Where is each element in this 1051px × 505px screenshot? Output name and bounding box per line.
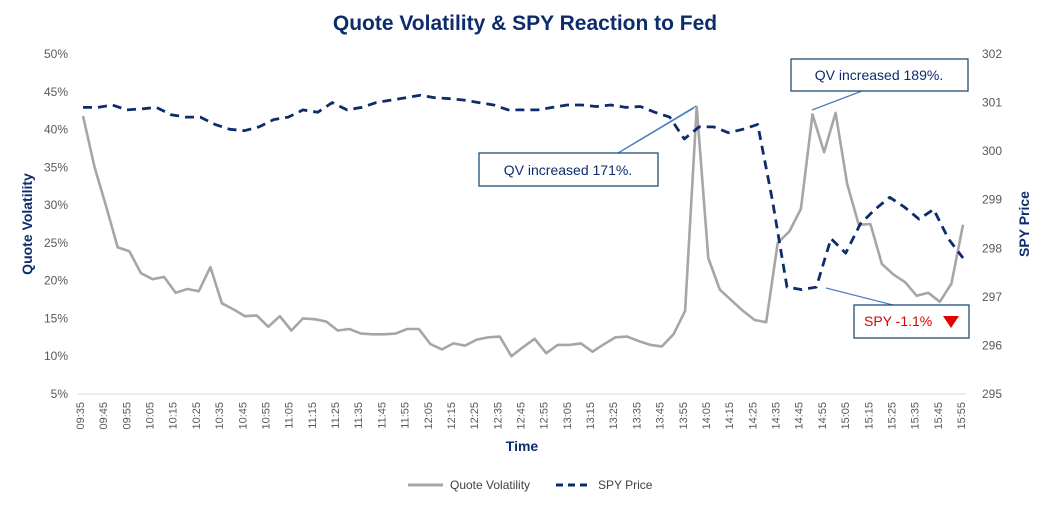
callout-spy-text: SPY -1.1% xyxy=(864,313,932,329)
x-tick-label: 11:35 xyxy=(353,402,365,429)
callout-qv-189-text: QV increased 189%. xyxy=(815,67,943,83)
series-layer xyxy=(81,93,965,358)
x-tick-label: 10:05 xyxy=(145,402,157,430)
x-tick-label: 14:45 xyxy=(794,402,806,430)
y-right-tick-label: 295 xyxy=(982,387,1002,401)
y-right-tick-label: 301 xyxy=(982,96,1002,110)
callout-spy: SPY -1.1% xyxy=(825,287,970,339)
x-tick-label: 11:05 xyxy=(284,402,296,429)
x-tick-label: 14:05 xyxy=(701,402,713,430)
y-right-tick-label: 296 xyxy=(982,338,1002,352)
series-line-quote-volatility xyxy=(81,105,965,358)
x-tick-label: 13:45 xyxy=(655,402,667,430)
y-right-tick-label: 297 xyxy=(982,290,1002,304)
x-tick-label: 15:35 xyxy=(910,402,922,430)
y-left-tick-label: 10% xyxy=(44,349,68,363)
x-tick-label: 14:15 xyxy=(724,402,736,430)
x-tick-label: 09:35 xyxy=(75,402,87,430)
x-tick-label: 15:15 xyxy=(863,402,875,430)
x-tick-label: 14:55 xyxy=(817,402,829,430)
y-right-tick-label: 302 xyxy=(982,47,1002,61)
y-left-tick-label: 50% xyxy=(44,47,68,61)
y-left-tick-label: 15% xyxy=(44,311,68,325)
x-tick-label: 13:25 xyxy=(608,402,620,430)
x-tick-label: 13:55 xyxy=(678,402,690,430)
y-axis-right-title: SPY Price xyxy=(1016,191,1032,257)
y-left-tick-label: 30% xyxy=(44,198,68,212)
callout-qv-171-box xyxy=(478,152,659,187)
x-tick-label: 11:55 xyxy=(400,402,412,429)
y-left-tick-label: 45% xyxy=(44,85,68,99)
callout-qv-189-box xyxy=(790,58,969,92)
y-right-tick-label: 300 xyxy=(982,144,1002,158)
chart-title: Quote Volatility & SPY Reaction to Fed xyxy=(333,12,717,35)
x-tick-label: 11:45 xyxy=(376,402,388,429)
x-tick-label: 10:35 xyxy=(214,402,226,430)
callout-qv-171-text: QV increased 171%. xyxy=(504,162,632,178)
x-axis-title: Time xyxy=(506,438,539,454)
y-axis-left-title: Quote Volatility xyxy=(19,173,35,275)
series-line-spy-price xyxy=(83,93,965,291)
x-tick-label: 10:55 xyxy=(260,402,272,430)
callout-qv-171: QV increased 171%. xyxy=(478,105,697,187)
x-tick-label: 12:35 xyxy=(492,402,504,430)
x-tick-label: 13:05 xyxy=(562,402,574,430)
y-left-tick-label: 35% xyxy=(44,160,68,174)
x-tick-label: 14:25 xyxy=(747,402,759,430)
x-tick-label: 15:55 xyxy=(956,402,968,430)
y-right-tick-label: 298 xyxy=(982,241,1002,255)
x-tick-label: 10:15 xyxy=(168,402,180,430)
x-tick-label: 13:35 xyxy=(631,402,643,430)
x-axis-ticks: 09:35 09:45 09:55 10:05 10:15 10:25 10:35 10:45… xyxy=(75,402,968,430)
legend-label-quote-volatility: Quote Volatility xyxy=(450,478,530,492)
x-tick-label: 14:35 xyxy=(771,402,783,430)
x-tick-label: 12:45 xyxy=(516,402,528,430)
x-tick-label: 09:45 xyxy=(98,402,110,430)
legend-label-spy-price: SPY Price xyxy=(598,478,653,492)
x-tick-label: 12:55 xyxy=(539,402,551,430)
down-triangle-icon xyxy=(943,316,959,328)
callout-qv-189: QV increased 189%. xyxy=(790,58,969,111)
callout-qv-189-leader xyxy=(811,90,863,111)
y-right-tick-label: 299 xyxy=(982,193,1002,207)
x-tick-label: 09:55 xyxy=(121,402,133,430)
x-tick-label: 15:05 xyxy=(840,402,852,430)
x-tick-label: 15:25 xyxy=(886,402,898,430)
x-tick-label: 11:15 xyxy=(307,402,319,429)
x-tick-label: 11:25 xyxy=(330,402,342,429)
callout-qv-171-leader-2 xyxy=(617,107,695,154)
y-axis-right-ticks: 295 296 297 298 299 300 301 302 xyxy=(982,47,1002,401)
x-tick-label: 13:15 xyxy=(585,402,597,430)
callout-spy-leader xyxy=(825,287,894,306)
x-tick-label: 10:45 xyxy=(237,402,249,430)
y-left-tick-label: 40% xyxy=(44,123,68,137)
x-tick-label: 15:45 xyxy=(933,402,945,430)
x-tick-label: 12:05 xyxy=(423,402,435,430)
y-left-tick-label: 5% xyxy=(51,387,69,401)
legend: Quote Volatility SPY Price xyxy=(408,478,653,492)
y-left-tick-label: 25% xyxy=(44,236,68,250)
x-tick-label: 12:15 xyxy=(446,402,458,430)
x-tick-label: 10:25 xyxy=(191,402,203,430)
y-left-tick-label: 20% xyxy=(44,274,68,288)
y-axis-left-ticks: 5% 10% 15% 20% 25% 30% 35% 40% 45% 50% xyxy=(44,47,68,401)
x-tick-label: 12:25 xyxy=(469,402,481,430)
